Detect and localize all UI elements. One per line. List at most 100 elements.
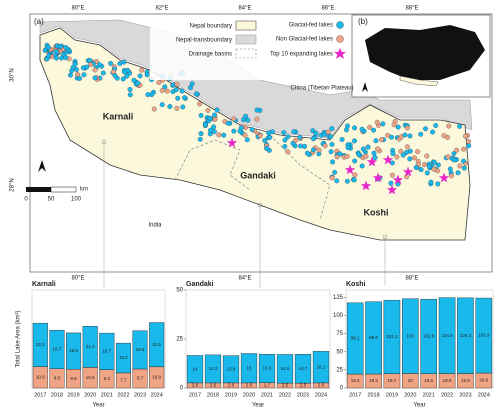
bar-segment xyxy=(457,297,474,374)
lake-dot xyxy=(242,132,248,138)
lake-dot xyxy=(344,178,350,184)
lake-dot xyxy=(430,129,436,135)
tibet-plateau xyxy=(365,25,485,80)
x-tick-label: 2018 xyxy=(207,392,219,398)
data-label: 22.2 xyxy=(36,342,45,347)
y-tick-label: 25 xyxy=(336,367,343,373)
lake-dot xyxy=(367,124,373,130)
data-label: 14.3 xyxy=(209,366,218,371)
bar-segment xyxy=(204,354,222,384)
scale-bar xyxy=(50,186,77,193)
lake-dot xyxy=(58,43,64,49)
lake-dot xyxy=(352,125,357,131)
lake-dot xyxy=(297,134,303,140)
basin-label: Karnali xyxy=(103,111,134,121)
lake-dot xyxy=(257,133,263,139)
lake-dot xyxy=(100,70,106,76)
data-label: 14.7 xyxy=(299,366,308,371)
connector-dot xyxy=(257,202,263,208)
lake-dot xyxy=(69,68,75,74)
x-tick-label: 2020 xyxy=(404,392,416,398)
lake-dot xyxy=(388,180,394,186)
lake-dot xyxy=(131,77,137,83)
y-tick-label: 25 xyxy=(176,337,183,343)
lake-dot xyxy=(457,123,462,129)
data-label: 98.1 xyxy=(351,336,360,341)
bar-segment xyxy=(132,330,148,370)
bar-segment xyxy=(32,322,48,367)
lake-dot xyxy=(120,76,126,82)
lake-dot xyxy=(127,87,133,92)
lake-dot xyxy=(380,121,386,127)
lake-dot xyxy=(374,119,380,125)
data-label: 2.6 xyxy=(318,383,325,388)
data-label: 10.5 xyxy=(86,375,95,380)
data-label: 103.3 xyxy=(478,333,490,338)
lake-dot xyxy=(404,125,410,131)
lake-dot xyxy=(137,73,143,79)
lake-dot xyxy=(144,72,150,78)
data-label: 14 xyxy=(192,366,198,371)
lake-dot xyxy=(418,131,424,137)
data-label: 2.6 xyxy=(228,383,235,388)
bar-segment xyxy=(99,332,115,370)
legend-swatch xyxy=(235,20,257,31)
lake-dot xyxy=(461,146,467,152)
scale-bar xyxy=(26,187,51,192)
x-tick-label: 2023 xyxy=(297,392,309,398)
lake-dot xyxy=(404,149,409,155)
lake-dot xyxy=(156,80,162,85)
lake-dot xyxy=(77,75,83,81)
lake-dot xyxy=(214,107,220,113)
lake-dot xyxy=(457,163,463,169)
y-axis-label: Total Lake Area (km²) xyxy=(16,310,22,367)
lake-dot xyxy=(344,153,350,159)
lake-dot xyxy=(285,149,291,155)
lake-dot xyxy=(198,131,204,137)
lake-dot xyxy=(92,67,98,73)
data-label: 15 xyxy=(246,365,252,370)
x-tick-label: 2019 xyxy=(386,392,398,398)
lake-dot xyxy=(84,64,90,70)
x-tick-label: 2017 xyxy=(349,392,361,398)
lake-dot xyxy=(127,92,133,98)
data-label: 9.8 xyxy=(54,376,61,381)
basin-label: Koshi xyxy=(363,207,388,217)
expanding-lake xyxy=(402,166,414,177)
lake-dot xyxy=(87,58,93,64)
north-arrow xyxy=(38,160,46,172)
panel-label: (b) xyxy=(358,17,368,26)
lake-dot xyxy=(337,151,343,157)
y-tick-label: 125 xyxy=(333,295,344,301)
data-label: 9.7 xyxy=(137,376,144,381)
expanding-lake xyxy=(438,172,450,183)
lake-dot xyxy=(244,137,250,143)
data-label: 19.9 xyxy=(443,378,452,383)
lake-dot xyxy=(74,67,79,73)
lake-dot xyxy=(352,172,358,178)
longitude-label: 86°E xyxy=(321,6,334,12)
lake-dot xyxy=(372,155,378,161)
lake-dot xyxy=(316,147,322,153)
lake-dot xyxy=(198,113,204,118)
data-label: 19.6 xyxy=(424,378,433,383)
lake-dot xyxy=(339,137,345,143)
bar-segment xyxy=(149,322,165,368)
lake-dot xyxy=(407,133,413,139)
lake-dot xyxy=(197,101,203,107)
data-label: 10.8 xyxy=(152,375,161,380)
bar-segment xyxy=(240,353,258,384)
lake-dot xyxy=(371,150,377,156)
bar-segment xyxy=(420,298,437,374)
lake-dot xyxy=(266,130,272,136)
lake-dot xyxy=(431,159,437,165)
lake-dot xyxy=(282,144,288,149)
bar-segment xyxy=(346,302,364,375)
chart-title: Koshi xyxy=(346,281,366,288)
lake-dot xyxy=(424,153,430,159)
legend-label: Drainage basins xyxy=(189,52,232,58)
lake-dot xyxy=(72,61,78,67)
lake-dot xyxy=(145,92,151,98)
lake-dot xyxy=(151,106,157,112)
